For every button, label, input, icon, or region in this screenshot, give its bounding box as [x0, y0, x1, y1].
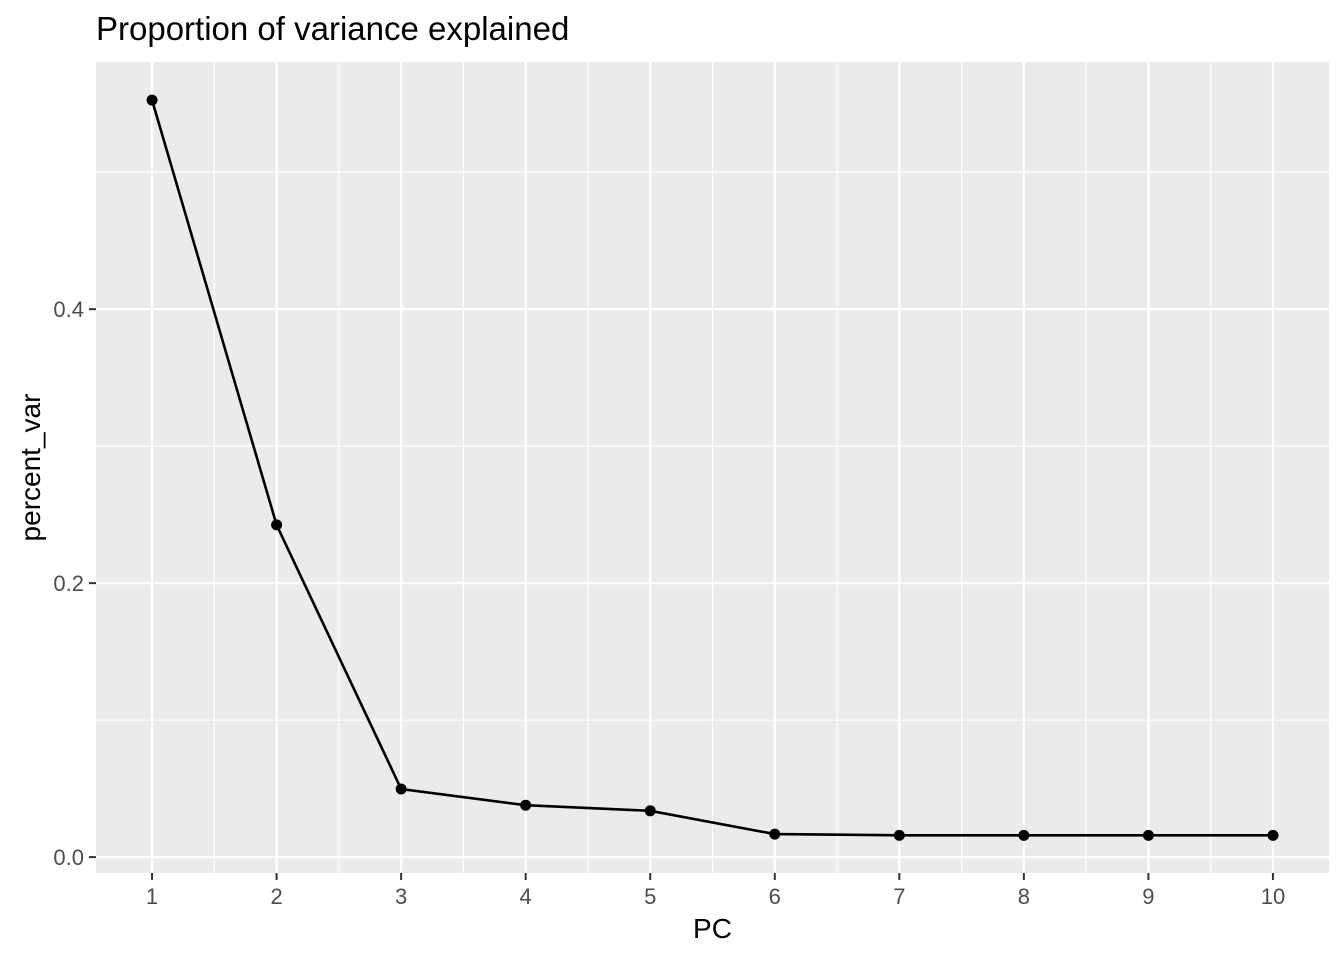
data-point	[395, 783, 407, 795]
x-tick-label: 5	[644, 884, 656, 909]
x-tick-label: 6	[769, 884, 781, 909]
data-point	[520, 799, 532, 811]
y-tick-label: 0.4	[53, 297, 84, 322]
data-points	[146, 94, 1279, 841]
data-point	[893, 829, 905, 841]
data-point	[1018, 829, 1030, 841]
y-tick-label: 0.2	[53, 571, 84, 596]
x-tick-label: 8	[1018, 884, 1030, 909]
y-axis-title: percent_var	[15, 394, 46, 542]
x-tick-label: 4	[520, 884, 532, 909]
x-tick-label: 9	[1142, 884, 1154, 909]
x-axis-title: PC	[693, 913, 732, 944]
series-line	[150, 99, 1273, 837]
x-tick-label: 1	[146, 884, 158, 909]
data-point	[271, 519, 283, 531]
data-point	[146, 94, 158, 106]
y-axis: 0.0 0.2 0.4	[53, 297, 96, 870]
x-tick-label: 2	[270, 884, 282, 909]
data-point	[644, 805, 656, 817]
x-tick-label: 10	[1261, 884, 1285, 909]
data-point	[1267, 829, 1279, 841]
x-tick-label: 7	[893, 884, 905, 909]
minor-gridlines	[96, 62, 1329, 873]
x-axis: 1 2 3 4 5 6 7 8 9 10	[146, 873, 1285, 909]
x-tick-label: 3	[395, 884, 407, 909]
chart-title: Proportion of variance explained	[96, 10, 569, 47]
major-gridlines	[96, 62, 1329, 873]
data-point	[1142, 829, 1154, 841]
data-point	[769, 828, 781, 840]
y-tick-label: 0.0	[53, 845, 84, 870]
